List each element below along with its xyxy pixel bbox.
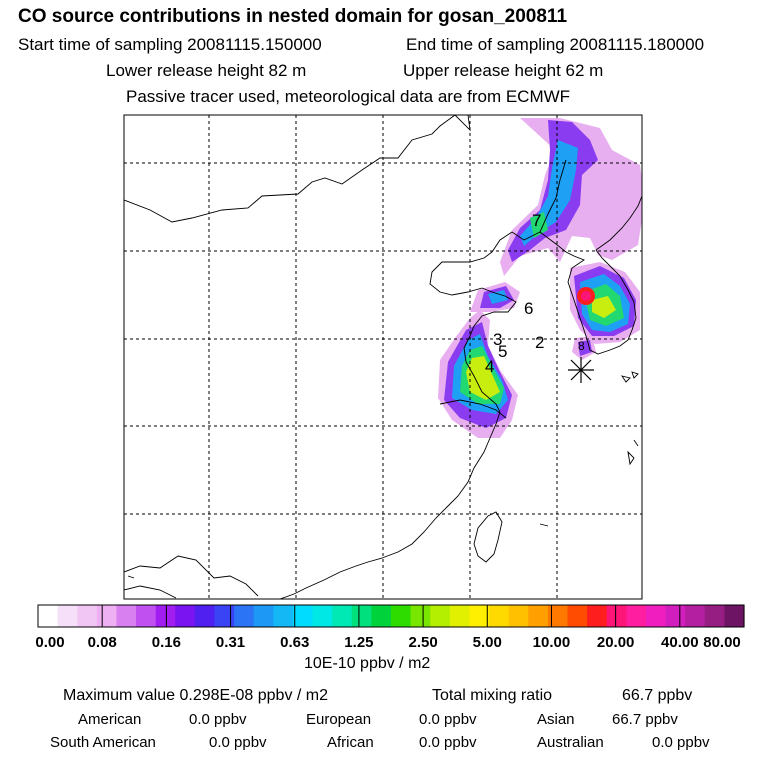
color-scale-swatch [645,605,667,627]
color-scale-swatch [96,605,118,627]
total-mixing-label: Total mixing ratio [432,687,553,704]
african-value: 0.0 ppbv [419,734,477,751]
color-scale-swatch [292,605,314,627]
european-value: 0.0 ppbv [419,711,477,728]
color-scale-swatch [214,605,235,627]
page-title: CO source contributions in nested domain… [18,6,568,27]
color-scale-swatch [273,605,294,627]
color-scale-swatch [175,605,196,627]
color-scale-swatch [371,605,392,627]
color-scale-swatch [351,605,372,627]
color-scale-swatch [136,605,157,627]
color-scale-swatch [391,605,412,627]
asian-value: 66.7 ppbv [612,711,678,728]
color-scale-label: 40.00 [661,634,699,651]
south-american-value: 0.0 ppbv [209,734,267,751]
color-scale-label: 0.31 [215,634,246,651]
color-scale-swatch [606,605,627,627]
color-scale-swatch [508,605,529,627]
color-scale-label: 0.63 [280,634,310,651]
color-scale-swatch [685,605,706,627]
plume-field [438,118,642,438]
color-scale-label: 20.00 [596,634,635,651]
lat-lon-grid [124,115,642,599]
coastlines [124,115,642,599]
american-label: American [78,711,142,728]
color-scale-bar [37,605,745,627]
color-scale-label: 2.50 [408,634,438,651]
color-scale-swatch [194,605,216,627]
color-scale-label: 5.00 [472,634,502,651]
color-scale-swatch [489,605,510,627]
color-scale-swatch [155,605,176,627]
marker-2: 2 [535,333,544,352]
color-scale-swatch [312,605,333,627]
color-scale-label: 0.00 [35,634,65,651]
station-asterisk-icon [568,357,594,383]
asian-label: Asian [537,711,575,728]
color-scale-swatch [567,605,588,627]
color-scale-swatch [704,605,725,627]
end-time-label: End time of sampling 20081115.180000 [406,35,705,54]
color-scale-label: 1.25 [344,634,374,651]
tracer-note: Passive tracer used, meteorological data… [126,87,571,106]
color-scale-units: 10E-10 ppbv / m2 [304,655,431,672]
start-time-label: Start time of sampling 20081115.150000 [18,35,322,54]
color-scale-swatch [724,605,745,627]
color-scale-label: 80.00 [703,634,741,651]
australian-value: 0.0 ppbv [652,734,710,751]
marker-3: 3 [493,330,502,349]
color-scale-swatch [587,605,608,627]
marker-7: 7 [532,211,541,230]
american-value: 0.0 ppbv [189,711,247,728]
color-scale-swatch [116,605,137,627]
color-scale-swatch [430,605,451,627]
source-markers: 7 6 3 2 5 4 8 [485,211,585,376]
color-scale-swatch [665,605,686,627]
marker-8: 8 [578,339,585,353]
european-label: European [306,711,372,728]
lower-release-label: Lower release height 82 m [106,61,307,80]
color-scale-swatch [449,605,471,627]
color-scale-swatch [253,605,274,627]
color-scale-swatch [77,605,98,627]
color-scale-swatch [410,605,431,627]
color-scale-label: 0.08 [87,634,117,651]
color-scale-swatch [57,605,78,627]
color-scale-swatch [38,605,59,627]
upper-release-label: Upper release height 62 m [403,61,604,80]
south-american-label: South American [50,734,156,751]
australian-label: Australian [537,734,604,751]
color-scale-swatch [469,605,490,627]
max-value-label: Maximum value 0.298E-08 ppbv / m2 [63,687,329,704]
color-scale-frame [37,604,745,628]
color-scale-swatch [234,605,255,627]
marker-4: 4 [485,357,494,376]
marker-5: 5 [498,342,507,361]
marker-6: 6 [524,299,533,318]
color-scale-swatch [332,605,353,627]
color-scale-swatch [626,605,647,627]
african-label: African [327,734,374,751]
total-mixing-value: 66.7 ppbv [622,687,693,704]
color-scale-swatch [547,605,569,627]
color-scale-swatch [528,605,549,627]
color-scale-label: 10.00 [532,634,571,651]
color-scale-label: 0.16 [151,634,181,651]
